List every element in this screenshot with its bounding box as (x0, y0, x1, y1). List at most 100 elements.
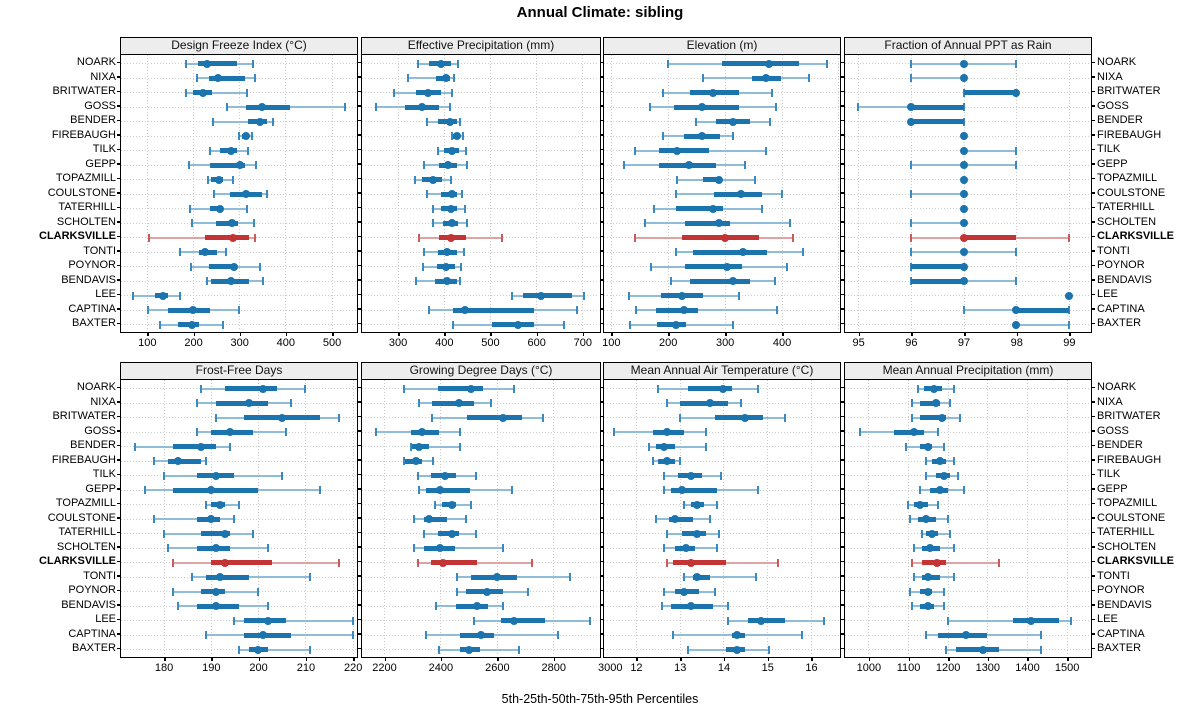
interval-cap-high (253, 233, 256, 242)
interval-cap-low (456, 587, 459, 596)
y-tick-mark (1092, 61, 1095, 64)
station-label-left: NIXA (90, 70, 116, 83)
interval-25-75 (894, 429, 924, 435)
y-tick-mark (1092, 386, 1095, 389)
interval-cap-low (412, 515, 415, 523)
panel-mean-annual-air-temperature-c: Mean Annual Air Temperature (°C) (603, 362, 841, 658)
station-label-right: CLARKSVILLE (1097, 230, 1174, 242)
median-dot (959, 59, 968, 68)
median-dot (959, 262, 968, 271)
y-tick-mark (358, 279, 361, 281)
y-tick-mark (600, 163, 603, 165)
median-dot (686, 471, 695, 480)
median-dot (229, 262, 238, 271)
row-gridline (845, 591, 1090, 592)
interval-cap-high (765, 146, 768, 155)
station-label-left: NIXA (90, 395, 116, 408)
interval-cap-high (280, 471, 283, 480)
y-tick-mark (117, 473, 120, 476)
interval-5-95 (684, 576, 757, 578)
interval-cap-low (393, 88, 396, 97)
interval-25-75 (243, 632, 292, 638)
median-dot (425, 515, 434, 523)
station-label-right: NIXA (1097, 395, 1123, 408)
median-dot (460, 306, 469, 314)
station-label-left: NOARK (76, 381, 116, 393)
median-dot (686, 558, 695, 567)
x-tick-label: 15 (761, 661, 774, 674)
interval-25-75 (206, 574, 249, 580)
x-tick-label: 400 (772, 336, 792, 349)
y-tick-mark (358, 589, 361, 592)
interval-cap-low (436, 146, 439, 155)
median-dot (709, 88, 718, 97)
interval-cap-high (462, 248, 465, 256)
y-tick-mark (358, 430, 361, 432)
interval-cap-low (726, 616, 729, 625)
interval-cap-low (634, 306, 637, 314)
x-tick-mark (384, 656, 386, 661)
y-tick-mark (600, 618, 603, 621)
y-tick-mark (600, 134, 603, 136)
y-tick-mark (358, 105, 361, 107)
interval-cap-high (245, 204, 248, 213)
station-label-left: TILK (92, 143, 116, 155)
interval-25-75 (676, 206, 724, 211)
v-gridline (331, 55, 333, 331)
x-tick-mark (1067, 656, 1069, 661)
median-dot (935, 457, 944, 465)
y-tick-mark (600, 105, 603, 107)
interval-cap-low (374, 428, 377, 436)
median-dot (216, 500, 225, 509)
y-tick-mark (117, 459, 120, 461)
interval-cap-high (465, 146, 468, 155)
interval-cap-high (450, 88, 453, 97)
interval-cap-low (662, 88, 665, 97)
interval-cap-low (162, 471, 165, 480)
interval-cap-low (643, 219, 646, 227)
median-dot (418, 428, 427, 436)
median-dot (417, 103, 426, 111)
median-dot (206, 515, 215, 523)
interval-cap-high (474, 529, 477, 538)
interval-cap-high (1039, 645, 1042, 654)
x-tick-label: 200 (249, 661, 268, 674)
x-tick-label: 2200 (372, 661, 397, 674)
station-label-right: COULSTONE (1097, 511, 1166, 524)
interval-cap-low (622, 161, 625, 169)
interval-cap-low (456, 573, 459, 581)
y-tick-mark (358, 473, 361, 476)
interval-cap-low (962, 306, 965, 314)
interval-cap-low (669, 277, 672, 285)
interval-cap-low (910, 602, 913, 610)
interval-cap-high (511, 486, 514, 494)
interval-25-75 (426, 487, 471, 493)
median-dot (923, 573, 932, 581)
median-dot (197, 442, 206, 451)
interval-cap-low (433, 500, 436, 509)
row-gridline (362, 533, 599, 534)
interval-25-75 (963, 90, 1017, 95)
interval-25-75 (205, 235, 250, 240)
y-tick-mark (358, 517, 361, 519)
interval-cap-high (588, 616, 591, 625)
median-dot (697, 103, 706, 111)
y-tick-mark (841, 560, 844, 563)
median-dot (189, 306, 198, 314)
interval-cap-high (576, 306, 579, 314)
interval-cap-high (459, 442, 462, 451)
interval-cap-high (271, 117, 274, 126)
interval-5-95 (154, 518, 235, 520)
interval-cap-high (474, 471, 477, 480)
interval-cap-low (678, 413, 681, 422)
interval-cap-high (731, 132, 734, 140)
interval-cap-high (449, 175, 452, 184)
y-tick-mark (117, 415, 120, 418)
interval-cap-high (224, 248, 227, 256)
y-tick-mark (841, 206, 844, 209)
median-dot (959, 277, 968, 285)
median-dot (221, 558, 230, 567)
interval-cap-high (731, 320, 734, 329)
interval-cap-low (656, 384, 659, 393)
x-tick-label: 180 (154, 661, 174, 674)
